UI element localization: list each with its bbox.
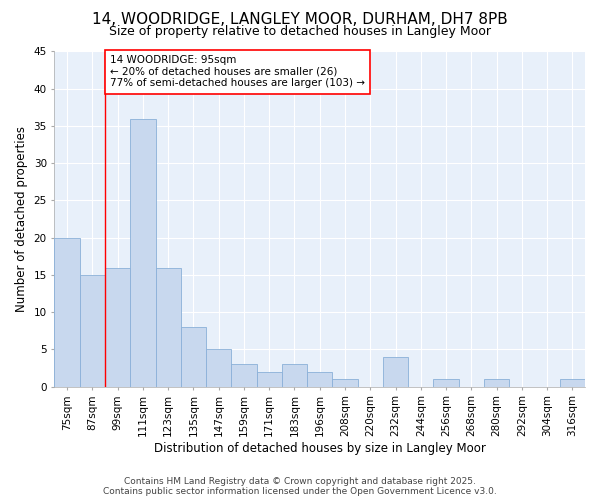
Text: 14 WOODRIDGE: 95sqm
← 20% of detached houses are smaller (26)
77% of semi-detach: 14 WOODRIDGE: 95sqm ← 20% of detached ho… [110,55,365,88]
Bar [181,327,206,386]
Text: 14, WOODRIDGE, LANGLEY MOOR, DURHAM, DH7 8PB: 14, WOODRIDGE, LANGLEY MOOR, DURHAM, DH7… [92,12,508,28]
Bar [433,379,458,386]
Y-axis label: Number of detached properties: Number of detached properties [15,126,28,312]
Bar [484,379,509,386]
Bar [80,275,105,386]
Bar [105,268,130,386]
Bar [130,118,155,386]
Bar [257,372,282,386]
Text: Size of property relative to detached houses in Langley Moor: Size of property relative to detached ho… [109,25,491,38]
X-axis label: Distribution of detached houses by size in Langley Moor: Distribution of detached houses by size … [154,442,485,455]
Bar [383,357,408,386]
Bar [560,379,585,386]
Bar [55,238,80,386]
Bar [282,364,307,386]
Bar [155,268,181,386]
Bar [332,379,358,386]
Bar [307,372,332,386]
Bar [206,350,231,387]
Text: Contains HM Land Registry data © Crown copyright and database right 2025.
Contai: Contains HM Land Registry data © Crown c… [103,476,497,496]
Bar [231,364,257,386]
